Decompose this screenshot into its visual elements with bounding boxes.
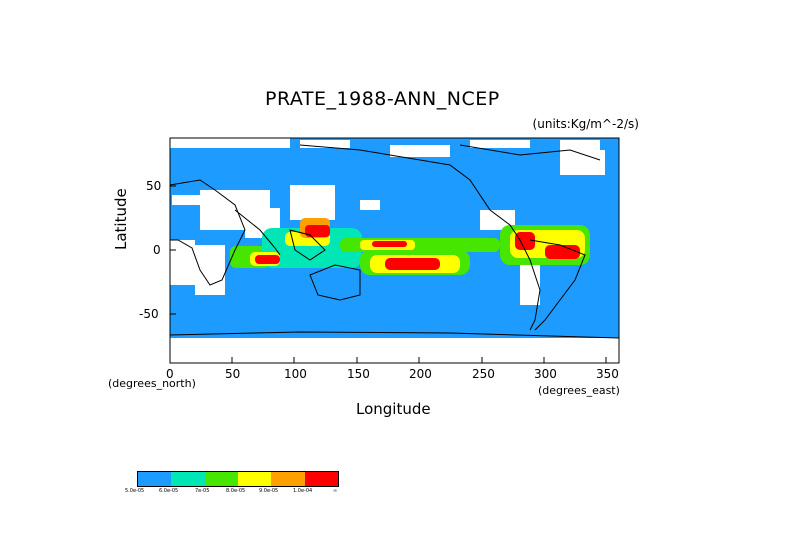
color-legend — [137, 471, 339, 487]
legend-swatch — [204, 472, 238, 486]
x-axis-label: Longitude — [356, 400, 431, 418]
x-right-note: (degrees_east) — [538, 384, 620, 397]
y-ticks — [170, 185, 176, 315]
legend-swatch — [271, 472, 305, 486]
legend-label: 5.0e-05 — [125, 488, 145, 494]
legend-label: ∞ — [333, 488, 338, 494]
x-tick-label: 50 — [225, 367, 241, 381]
legend-label: 7e-05 — [195, 488, 210, 494]
antarctic-edge — [170, 332, 619, 338]
legend-label: 6.0e-05 — [159, 488, 179, 494]
x-tick-label: 300 — [534, 367, 557, 381]
x-tick-label: 150 — [347, 367, 370, 381]
legend-swatch — [237, 472, 272, 486]
x-tick-label: 350 — [596, 367, 619, 381]
x-tick-label: 0 — [166, 367, 174, 381]
legend-swatch — [138, 472, 172, 486]
x-ticks — [169, 357, 607, 363]
legend-swatch — [304, 472, 338, 486]
y-tick-label: 0 — [153, 243, 161, 257]
legend-label: 9.0e-05 — [259, 488, 279, 494]
y-axis-label: Latitude — [112, 188, 130, 250]
coastlines — [169, 144, 620, 339]
y-tick-label: -50 — [139, 307, 159, 321]
x-tick-label: 200 — [409, 367, 432, 381]
legend-label: 1.0e-04 — [293, 488, 313, 494]
map-title: PRATE_1988-ANN_NCEP — [265, 88, 500, 110]
x-tick-label: 100 — [284, 367, 307, 381]
legend-label: 8.0e-05 — [226, 488, 246, 494]
y-tick-label: 50 — [146, 179, 162, 193]
legend-swatch — [171, 472, 205, 486]
itcz-bands — [230, 218, 590, 275]
units-label: (units:Kg/m^-2/s) — [532, 117, 639, 131]
x-left-note: (degrees_north) — [108, 377, 196, 390]
x-tick-label: 250 — [472, 367, 495, 381]
